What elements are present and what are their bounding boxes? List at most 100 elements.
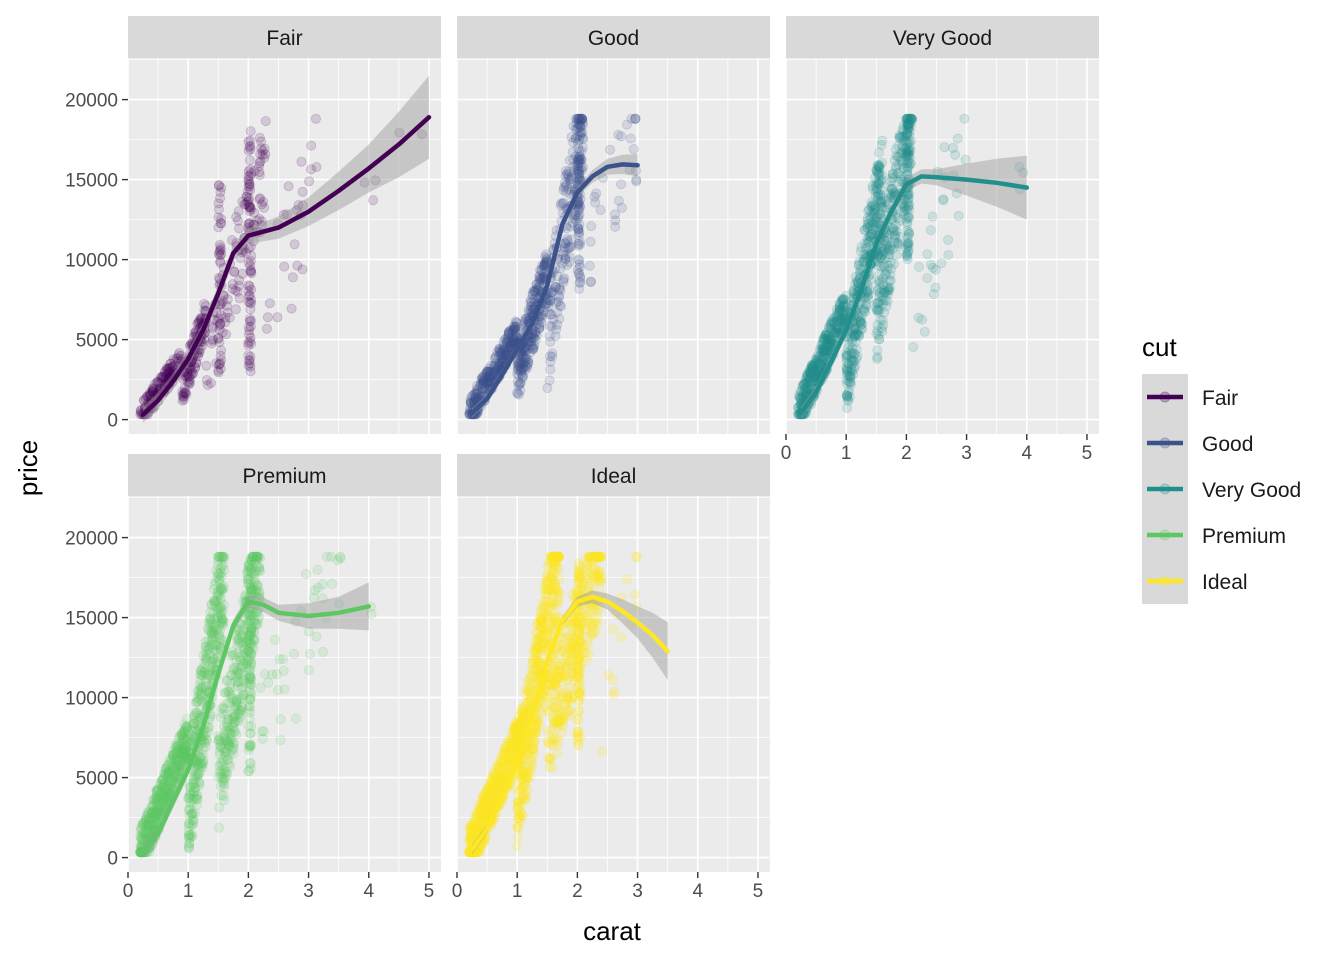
data-point xyxy=(892,238,901,247)
data-point xyxy=(280,685,289,694)
panel-bg-premium xyxy=(128,496,441,872)
data-point xyxy=(928,212,937,221)
data-point xyxy=(909,342,918,351)
data-point xyxy=(856,247,865,256)
data-point xyxy=(307,141,316,150)
data-point xyxy=(905,139,914,148)
data-point xyxy=(611,222,620,231)
data-point xyxy=(873,180,882,189)
data-point xyxy=(586,237,595,246)
data-point xyxy=(293,261,302,270)
data-point xyxy=(573,144,582,153)
data-point xyxy=(547,322,556,331)
data-point xyxy=(914,262,923,271)
data-point xyxy=(904,212,913,221)
data-point xyxy=(872,329,881,338)
data-point xyxy=(622,120,631,129)
data-point xyxy=(902,114,911,123)
data-point xyxy=(485,367,494,376)
data-point xyxy=(218,709,227,718)
data-point xyxy=(216,311,225,320)
data-point xyxy=(842,349,851,358)
data-point xyxy=(954,211,963,220)
data-point xyxy=(216,243,225,252)
data-point xyxy=(244,177,253,186)
data-point xyxy=(548,352,557,361)
data-point xyxy=(850,357,859,366)
data-point xyxy=(218,619,227,628)
data-point xyxy=(891,145,900,154)
data-point xyxy=(550,581,559,590)
data-point xyxy=(305,177,314,186)
data-point xyxy=(214,368,223,377)
data-point xyxy=(234,281,243,290)
data-point xyxy=(559,275,568,284)
panel-bg-very-good xyxy=(786,58,1099,434)
data-point xyxy=(889,227,898,236)
data-point xyxy=(257,144,266,153)
facet-premium: Premium xyxy=(128,454,441,872)
data-point xyxy=(878,136,887,145)
data-point xyxy=(926,226,935,235)
facet-fair: Fair xyxy=(128,16,441,434)
data-point xyxy=(369,196,378,205)
data-point xyxy=(275,655,284,664)
data-point xyxy=(520,755,529,764)
data-point xyxy=(903,158,912,167)
data-point xyxy=(255,214,264,223)
data-point xyxy=(245,702,254,711)
data-point xyxy=(940,143,949,152)
data-point xyxy=(574,205,583,214)
data-point xyxy=(591,198,600,207)
data-point xyxy=(554,291,563,300)
data-point xyxy=(552,308,561,317)
data-point xyxy=(152,787,161,796)
data-point xyxy=(217,571,226,580)
data-point xyxy=(244,323,253,332)
data-point xyxy=(514,832,523,841)
data-point xyxy=(161,794,170,803)
data-point xyxy=(923,250,932,259)
data-point xyxy=(236,656,245,665)
data-point xyxy=(903,166,912,175)
data-point xyxy=(219,791,228,800)
data-point xyxy=(247,658,256,667)
data-point xyxy=(171,773,180,782)
data-point xyxy=(203,670,212,679)
data-point xyxy=(246,136,255,145)
data-point xyxy=(587,277,596,286)
data-point xyxy=(227,671,236,680)
data-point xyxy=(519,358,528,367)
data-point xyxy=(905,200,914,209)
data-point xyxy=(216,782,225,791)
data-point xyxy=(537,318,546,327)
data-point xyxy=(276,715,285,724)
data-point xyxy=(528,744,537,753)
data-point xyxy=(200,299,209,308)
data-point xyxy=(574,167,583,176)
data-point xyxy=(545,332,554,341)
data-point xyxy=(944,250,953,259)
data-point xyxy=(186,735,195,744)
data-point xyxy=(874,308,883,317)
data-point xyxy=(291,714,300,723)
data-point xyxy=(521,768,530,777)
data-point xyxy=(194,770,203,779)
data-point xyxy=(247,626,256,635)
facet-very-good: Very Good xyxy=(786,16,1099,434)
data-point xyxy=(234,206,243,215)
data-point xyxy=(533,659,542,668)
data-point xyxy=(212,597,221,606)
data-point xyxy=(247,675,256,684)
data-point xyxy=(875,171,884,180)
data-point xyxy=(631,114,640,123)
data-point xyxy=(301,569,310,578)
data-point xyxy=(585,261,594,270)
data-point xyxy=(226,651,235,660)
data-point xyxy=(545,376,554,385)
data-point xyxy=(881,269,890,278)
data-point xyxy=(850,330,859,339)
data-point xyxy=(514,798,523,807)
